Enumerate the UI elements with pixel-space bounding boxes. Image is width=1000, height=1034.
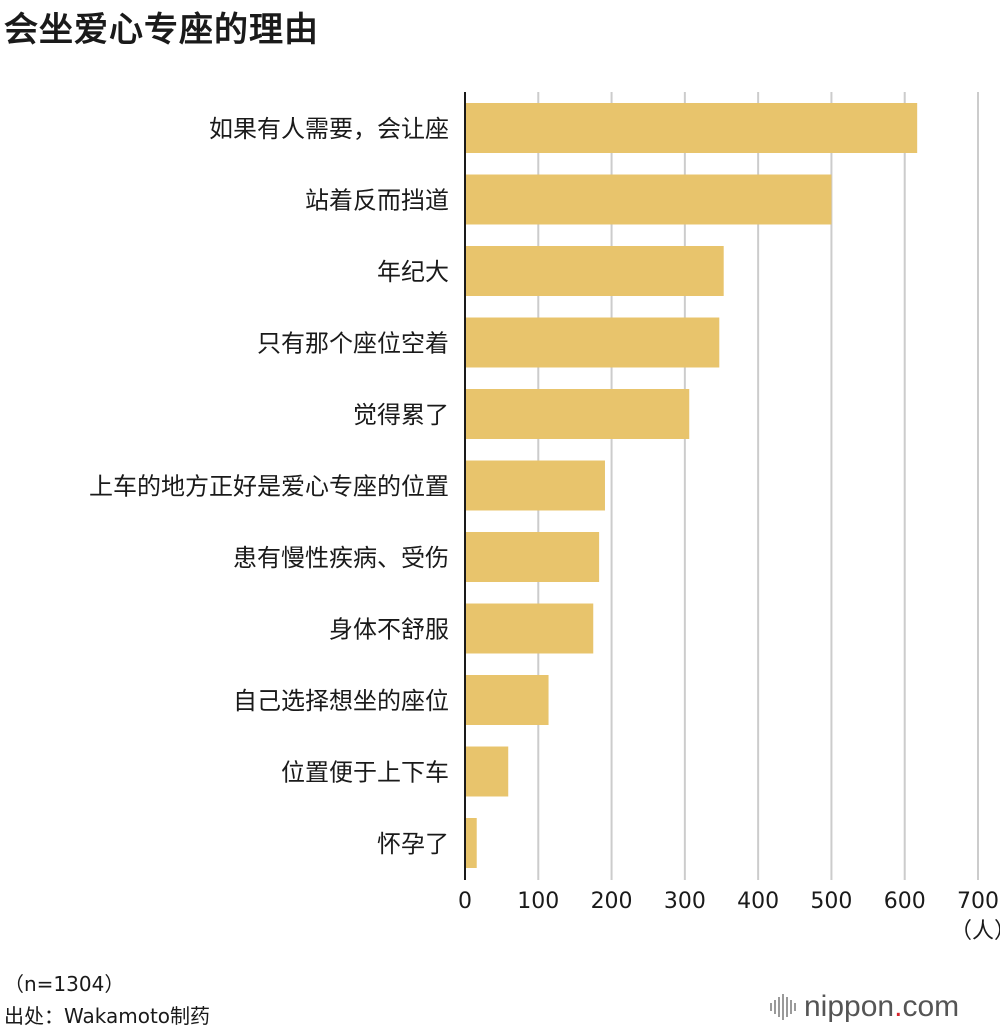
bar-9 <box>465 675 549 725</box>
category-label: 只有那个座位空着 <box>257 330 449 358</box>
sample-size-note: （n=1304） <box>4 972 125 996</box>
chart-title: 会坐爱心专座的理由 <box>4 10 319 50</box>
bar-4 <box>465 317 720 368</box>
category-label: 年纪大 <box>377 258 449 286</box>
category-label: 觉得累了 <box>353 401 449 429</box>
x-tick-label-100: 100 <box>517 889 559 914</box>
category-labels: 如果有人需要，会让座站着反而挡道年纪大只有那个座位空着觉得累了上车的地方正好是爱… <box>89 115 449 858</box>
category-label: 怀孕了 <box>377 830 449 858</box>
logo-bars-icon <box>770 994 796 1020</box>
category-label: 位置便于上下车 <box>281 759 449 787</box>
bar-1 <box>465 103 918 153</box>
x-axis-ticks: 0 100 200 300 400 500 600 700 <box>458 889 999 914</box>
bar-7 <box>465 532 600 582</box>
bar-5 <box>465 389 690 439</box>
category-label: 上车的地方正好是爱心专座的位置 <box>89 473 449 501</box>
x-tick-label-300: 300 <box>664 889 706 914</box>
bar-11 <box>465 818 477 868</box>
category-label: 患有慢性疾病、受伤 <box>233 544 449 572</box>
logo-dot: . <box>894 990 903 1023</box>
bars <box>465 103 918 868</box>
source-note: 出处：Wakamoto制药 <box>4 1004 211 1028</box>
nippon-logo[interactable]: nippon. com <box>770 990 959 1024</box>
bar-10 <box>465 746 509 797</box>
x-tick-label-500: 500 <box>810 889 852 914</box>
x-axis-unit: （人） <box>950 919 1000 944</box>
x-tick-label-600: 600 <box>884 889 926 914</box>
category-label: 如果有人需要，会让座 <box>209 115 449 143</box>
logo-text: nippon <box>804 990 895 1023</box>
x-tick-label-200: 200 <box>591 889 633 914</box>
logo-suffix: com <box>902 990 960 1023</box>
category-label: 自己选择想坐的座位 <box>233 687 449 715</box>
x-tick-label-400: 400 <box>737 889 779 914</box>
category-label: 站着反而挡道 <box>305 187 449 215</box>
bar-2 <box>465 174 832 225</box>
bar-3 <box>465 246 724 296</box>
bar-6 <box>465 460 605 511</box>
x-tick-label-700: 700 <box>957 889 999 914</box>
category-label: 身体不舒服 <box>329 616 449 644</box>
bar-8 <box>465 603 594 654</box>
x-tick-label-0: 0 <box>458 889 472 914</box>
